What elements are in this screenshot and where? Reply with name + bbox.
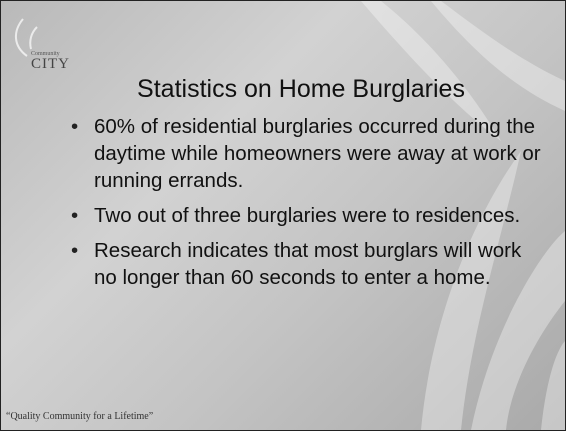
bullet-list: 60% of residential burglaries occurred d…: [71, 113, 541, 299]
page: {"logo": {"small": "Community", "name": …: [0, 0, 566, 431]
bullet-item: 60% of residential burglaries occurred d…: [71, 113, 541, 194]
bullet-item: Two out of three burglaries were to resi…: [71, 202, 541, 229]
bullet-item: Research indicates that most burglars wi…: [71, 237, 541, 291]
slide: Community CITY Statistics on Home Burgla…: [0, 0, 566, 431]
slide-title: Statistics on Home Burglaries: [61, 75, 541, 104]
footer-slogan: “Quality Community for a Lifetime”: [6, 411, 153, 422]
logo-name: CITY: [31, 56, 70, 73]
